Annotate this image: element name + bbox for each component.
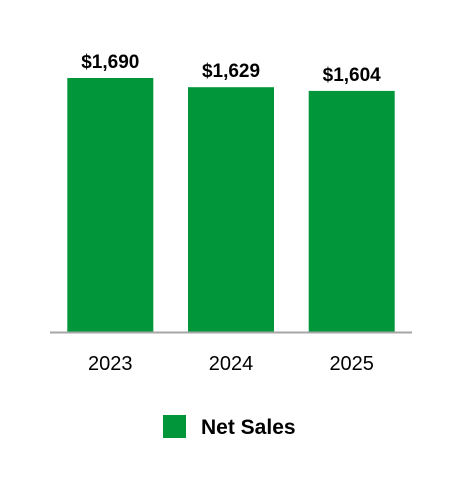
bar-2024	[188, 87, 274, 332]
bar-2025	[308, 90, 395, 333]
x-tick-label-2024: 2024	[209, 353, 254, 375]
bar-2023	[67, 78, 154, 332]
x-tick-label-2023: 2023	[88, 353, 133, 375]
bar-value-label-2023: $1,690	[81, 52, 139, 73]
bar-value-label-2025: $1,604	[323, 65, 382, 86]
bars	[67, 78, 395, 333]
x-tick-labels: 2023 2024 2025	[88, 353, 374, 375]
bar-value-label-2024: $1,629	[202, 61, 260, 82]
bar-value-labels: $1,690 $1,629 $1,604	[81, 52, 381, 86]
x-tick-label-2025: 2025	[329, 353, 374, 375]
legend-swatch-net-sales	[163, 415, 186, 438]
legend: Net Sales	[163, 415, 296, 439]
legend-label-net-sales: Net Sales	[201, 416, 296, 439]
